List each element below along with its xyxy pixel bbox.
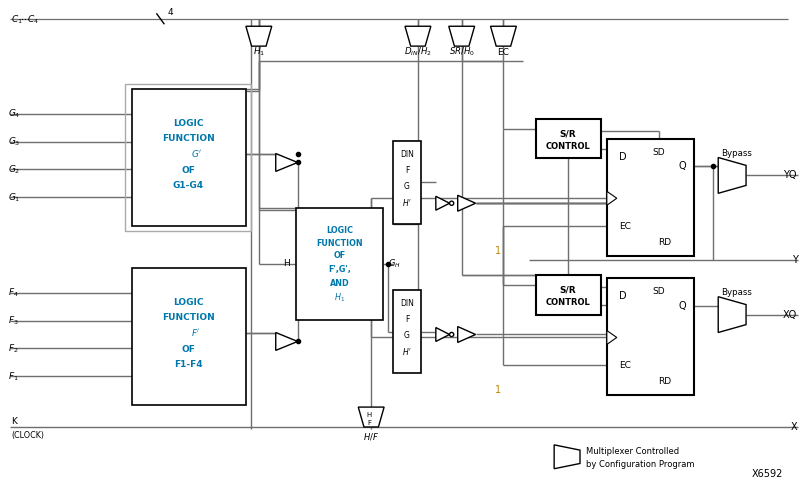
Text: EC: EC: [619, 221, 631, 231]
Text: FUNCTION: FUNCTION: [162, 313, 214, 322]
Text: LOGIC: LOGIC: [173, 119, 204, 128]
Text: G: G: [404, 331, 410, 340]
Circle shape: [450, 201, 454, 205]
Polygon shape: [607, 330, 616, 345]
Polygon shape: [436, 327, 450, 341]
Text: F: F: [367, 420, 371, 426]
Text: XQ: XQ: [782, 310, 797, 320]
Text: DIN: DIN: [400, 299, 414, 308]
Polygon shape: [607, 191, 616, 205]
Polygon shape: [718, 297, 746, 332]
Text: S/R: S/R: [560, 129, 576, 138]
Text: $D_{IN}/H_2$: $D_{IN}/H_2$: [404, 46, 432, 58]
Text: Multiplexer Controlled: Multiplexer Controlled: [586, 447, 679, 456]
Text: OF: OF: [333, 251, 345, 260]
Bar: [607, 278, 694, 395]
Text: Bypass: Bypass: [721, 149, 752, 158]
Text: (CLOCK): (CLOCK): [11, 432, 44, 440]
Text: 1: 1: [495, 385, 502, 395]
Text: AND: AND: [329, 279, 349, 288]
Text: CONTROL: CONTROL: [546, 142, 591, 151]
Text: $F_3$: $F_3$: [8, 314, 19, 327]
Text: SD: SD: [652, 148, 665, 157]
Text: $SR/H_0$: $SR/H_0$: [448, 46, 475, 58]
Text: $C_1\!\cdots\!C_4$: $C_1\!\cdots\!C_4$: [11, 13, 40, 26]
Text: G1-G4: G1-G4: [172, 181, 204, 190]
Polygon shape: [276, 154, 298, 171]
Polygon shape: [405, 26, 431, 46]
Text: $G_4$: $G_4$: [8, 108, 21, 120]
Text: $G_3$: $G_3$: [8, 136, 21, 148]
Text: DIN: DIN: [400, 150, 414, 159]
Text: $F'$: $F'$: [192, 327, 201, 338]
Text: Q: Q: [679, 162, 686, 171]
Text: OF: OF: [181, 166, 195, 175]
Text: $F_2$: $F_2$: [8, 342, 19, 355]
Text: $H'$: $H'$: [402, 197, 412, 208]
Text: FUNCTION: FUNCTION: [316, 239, 362, 247]
Bar: [536, 275, 601, 315]
Bar: [393, 290, 421, 373]
Text: H: H: [283, 259, 290, 269]
Text: Q: Q: [679, 300, 686, 311]
Polygon shape: [436, 196, 450, 210]
Text: Y: Y: [792, 255, 798, 265]
Text: D: D: [619, 291, 626, 300]
Text: K: K: [11, 417, 17, 427]
Text: SD: SD: [652, 287, 665, 296]
Text: FUNCTION: FUNCTION: [162, 134, 214, 143]
Polygon shape: [490, 26, 516, 46]
Bar: [393, 140, 421, 224]
Polygon shape: [718, 158, 746, 193]
Text: by Configuration Program: by Configuration Program: [586, 460, 694, 469]
Bar: [607, 138, 694, 256]
Text: X6592: X6592: [752, 469, 783, 479]
Text: $G_1$: $G_1$: [8, 191, 21, 204]
Text: $F_4$: $F_4$: [8, 286, 19, 299]
Text: $H/F$: $H/F$: [363, 432, 379, 442]
Text: 1: 1: [495, 246, 502, 256]
Text: $G_H$: $G_H$: [388, 258, 400, 270]
Text: RD: RD: [658, 377, 671, 386]
Text: Bypass: Bypass: [721, 288, 752, 297]
Text: S/R: S/R: [560, 285, 576, 294]
Text: $H_1$: $H_1$: [252, 46, 265, 58]
Polygon shape: [276, 332, 298, 351]
Text: EC: EC: [498, 48, 510, 56]
Text: $H'$: $H'$: [402, 346, 412, 357]
Text: YQ: YQ: [783, 170, 797, 180]
Text: RD: RD: [658, 238, 671, 246]
Text: 4: 4: [167, 8, 173, 17]
Text: LOGIC: LOGIC: [173, 298, 204, 307]
Text: LOGIC: LOGIC: [326, 225, 353, 235]
Bar: [132, 89, 246, 226]
Bar: [125, 84, 251, 231]
Text: H: H: [366, 412, 372, 418]
Bar: [132, 268, 246, 405]
Polygon shape: [458, 327, 476, 342]
Text: CONTROL: CONTROL: [546, 298, 591, 307]
Bar: [295, 208, 383, 320]
Polygon shape: [358, 407, 384, 427]
Text: F',G',: F',G',: [328, 265, 351, 274]
Text: F1-F4: F1-F4: [174, 360, 202, 369]
Text: $H_1$: $H_1$: [334, 292, 345, 304]
Text: OF: OF: [181, 345, 195, 354]
Text: EC: EC: [619, 361, 631, 370]
Circle shape: [450, 332, 454, 337]
Text: $G_2$: $G_2$: [8, 163, 21, 176]
Polygon shape: [458, 195, 476, 211]
Text: X: X: [791, 422, 798, 432]
Text: $F_1$: $F_1$: [8, 370, 19, 382]
Text: $G'$: $G'$: [191, 148, 201, 159]
Text: D: D: [619, 152, 626, 162]
Polygon shape: [246, 26, 272, 46]
Bar: [536, 119, 601, 159]
Text: G: G: [404, 182, 410, 191]
Text: F: F: [404, 315, 409, 324]
Polygon shape: [449, 26, 475, 46]
Text: F: F: [404, 166, 409, 175]
Polygon shape: [554, 445, 580, 469]
